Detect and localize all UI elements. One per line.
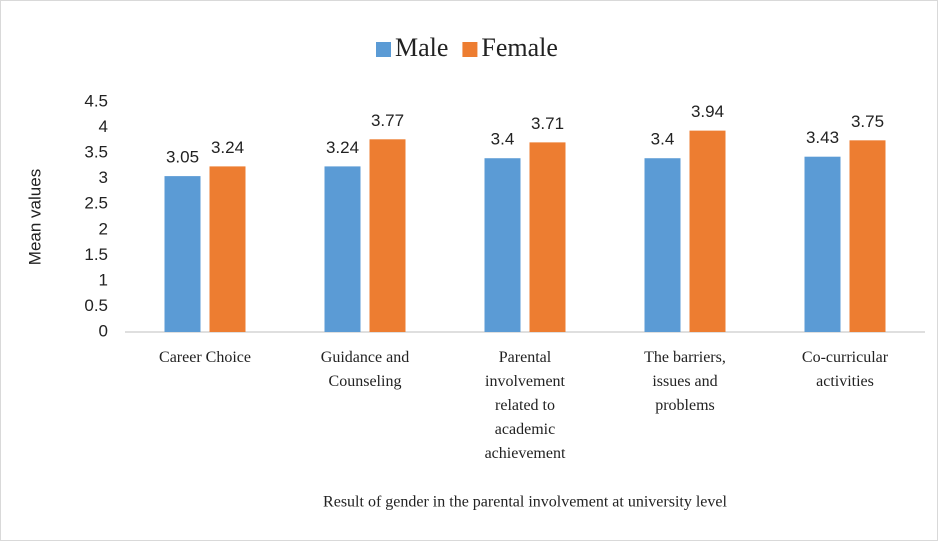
data-label: 3.77 — [371, 111, 404, 130]
bar — [529, 142, 566, 332]
legend-label: Male — [395, 33, 448, 62]
legend-label: Female — [481, 33, 558, 62]
bar — [369, 139, 406, 332]
x-tick-label: Career Choice — [159, 349, 251, 366]
y-tick-label: 2.5 — [84, 194, 108, 213]
bar — [849, 140, 886, 332]
x-axis-title: Result of gender in the parental involve… — [323, 494, 727, 511]
y-tick-label: 0 — [99, 321, 108, 340]
y-tick-label: 4.5 — [84, 91, 108, 110]
y-tick-label: 3.5 — [84, 143, 108, 162]
bar — [209, 166, 246, 332]
bar — [689, 130, 726, 332]
bar — [804, 156, 841, 332]
bar — [324, 166, 361, 332]
data-label: 3.43 — [806, 128, 839, 147]
x-tick-label: Parental involvement related to academic ach… — [485, 349, 566, 462]
y-tick-label: 0.5 — [84, 296, 108, 315]
data-label: 3.05 — [166, 148, 199, 167]
data-label: 3.75 — [851, 112, 884, 131]
bar — [644, 158, 681, 332]
bar — [484, 158, 521, 332]
x-tick-label: The barriers, issues and problems — [644, 349, 726, 414]
legend-swatch — [376, 42, 391, 57]
legend-swatch — [462, 42, 478, 57]
y-tick-label: 1 — [99, 270, 108, 289]
data-label: 3.24 — [326, 138, 359, 157]
x-tick-label: Co-curricular activities — [802, 349, 889, 390]
data-label: 3.4 — [651, 130, 675, 149]
x-tick-label: Guidance and Counseling — [321, 349, 409, 390]
data-label: 3.4 — [491, 130, 515, 149]
y-tick-label: 2 — [99, 219, 108, 238]
data-label: 3.71 — [531, 114, 564, 133]
data-label: 3.94 — [691, 102, 724, 121]
y-axis-title: Mean values — [25, 169, 44, 265]
y-tick-label: 4 — [99, 117, 108, 136]
data-label: 3.24 — [211, 138, 244, 157]
y-tick-label: 3 — [99, 168, 108, 187]
bar — [164, 176, 201, 332]
y-tick-label: 1.5 — [84, 245, 108, 264]
